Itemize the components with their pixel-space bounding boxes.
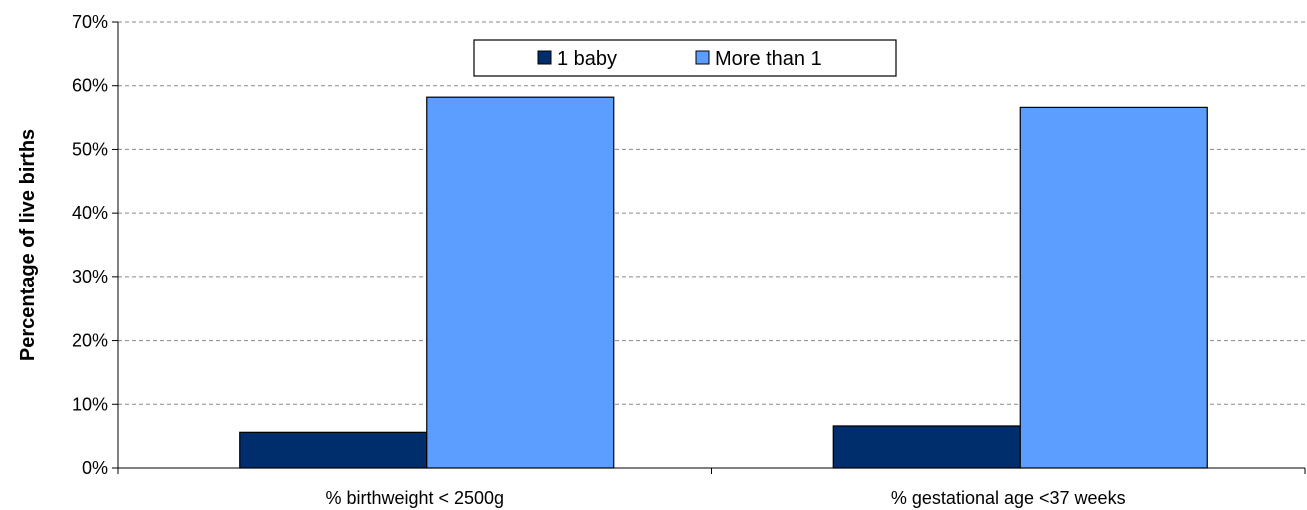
x-tick-label: % birthweight < 2500g bbox=[325, 488, 504, 508]
bar bbox=[832, 425, 1021, 469]
y-axis-title: Percentage of live births bbox=[17, 129, 39, 361]
bars bbox=[239, 96, 1208, 469]
bar bbox=[426, 96, 615, 469]
y-tick-label: 20% bbox=[72, 331, 108, 351]
y-tick-label: 0% bbox=[82, 458, 108, 478]
legend-label: 1 baby bbox=[557, 48, 617, 70]
legend: 1 baby More than 1 bbox=[473, 39, 897, 77]
bar bbox=[239, 431, 428, 469]
legend-box bbox=[473, 39, 897, 77]
legend-swatch bbox=[695, 50, 710, 65]
tick-labels: 0% 10% 20% 30% 40% 50% 60% 70% % birthweight < 2… bbox=[72, 12, 1126, 508]
y-tick-label: 60% bbox=[72, 76, 108, 96]
y-tick-label: 10% bbox=[72, 394, 108, 414]
y-tick-label: 40% bbox=[72, 203, 108, 223]
y-tick-label: 70% bbox=[72, 12, 108, 32]
legend-label: More than 1 bbox=[715, 48, 822, 70]
y-tick-label: 50% bbox=[72, 139, 108, 159]
axes bbox=[112, 21, 1306, 474]
legend-swatch bbox=[537, 50, 552, 65]
y-tick-label: 30% bbox=[72, 267, 108, 287]
bar bbox=[1019, 106, 1208, 469]
x-tick-label: % gestational age <37 weeks bbox=[891, 488, 1126, 508]
